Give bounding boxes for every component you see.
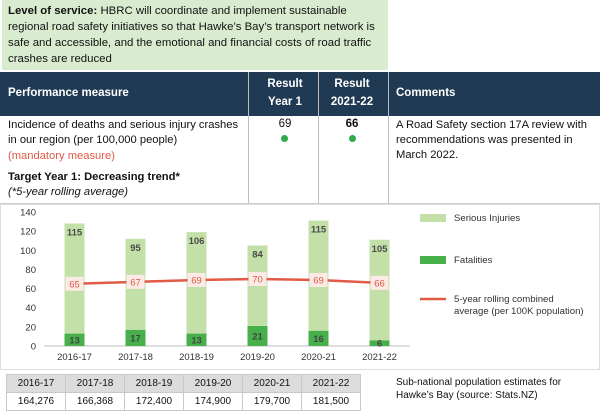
x-tick-label: 2021-22 xyxy=(362,352,397,363)
data-label-fatalities: 13 xyxy=(191,335,202,346)
header-performance-measure: Performance measure xyxy=(8,87,129,99)
population-value: 174,900 xyxy=(183,392,243,411)
data-label-serious-injuries: 115 xyxy=(311,225,327,236)
population-year-header: 2018-19 xyxy=(124,374,184,393)
data-label-serious-injuries: 105 xyxy=(372,244,389,255)
measure-cell: Incidence of deaths and serious injury c… xyxy=(8,118,246,200)
population-year-header: 2021-22 xyxy=(301,374,361,393)
data-label-fatalities: 21 xyxy=(252,331,263,342)
y-tick-label: 0 xyxy=(31,342,36,353)
bar-fatalities xyxy=(186,333,207,346)
y-tick-label: 140 xyxy=(20,208,36,219)
rolling-average-label-bg xyxy=(126,274,145,289)
header-comments: Comments xyxy=(396,87,456,99)
bar-fatalities xyxy=(369,340,390,346)
y-tick-label: 60 xyxy=(25,284,36,295)
population-year-header: 2016-17 xyxy=(6,374,66,393)
population-value: 179,700 xyxy=(242,392,302,411)
x-tick-label: 2017-18 xyxy=(118,352,153,363)
population-value: 164,276 xyxy=(6,392,66,411)
data-label-rolling-average: 65 xyxy=(69,279,80,290)
data-label-serious-injuries: 84 xyxy=(252,250,263,261)
result-year1-value: 69 xyxy=(278,118,292,130)
population-value: 181,500 xyxy=(301,392,361,411)
target-label: Target Year 1: Decreasing trend* xyxy=(8,171,180,183)
population-table: 2016-17 2017-18 2018-19 2019-20 2020-21 … xyxy=(6,374,361,411)
bar-serious-injuries xyxy=(369,239,390,341)
header-result2-line1: Result xyxy=(334,78,370,90)
column-divider xyxy=(318,72,319,203)
population-year-header: 2017-18 xyxy=(65,374,125,393)
x-tick-label: 2016-17 xyxy=(57,352,92,363)
legend-label-serious-injuries: Serious Injuries xyxy=(454,213,521,224)
table-row: 164,276 166,368 172,400 174,900 179,700 … xyxy=(6,392,361,411)
mandatory-measure-label: (mandatory measure) xyxy=(8,150,115,162)
bar-fatalities xyxy=(247,325,268,346)
data-label-rolling-average: 69 xyxy=(191,275,202,286)
rolling-average-label-bg xyxy=(65,276,84,291)
population-note: Sub-national population estimates for Ha… xyxy=(396,377,562,401)
header-result2-line2: 2021-22 xyxy=(330,96,374,108)
data-label-fatalities: 13 xyxy=(69,335,80,346)
rolling-average-label-bg xyxy=(187,272,206,287)
level-of-service-box: Level of service: HBRC will coordinate a… xyxy=(2,0,388,70)
measure-text: Incidence of deaths and serious injury c… xyxy=(8,119,239,146)
data-label-rolling-average: 67 xyxy=(130,277,141,288)
dsi-chart: 0 20 40 60 80 100 120 140 115 13 2016-17 95 17 2017-1… xyxy=(20,208,446,363)
data-label-fatalities: 16 xyxy=(313,334,324,345)
data-label-serious-injuries: 95 xyxy=(130,243,141,254)
population-value: 166,368 xyxy=(65,392,125,411)
legend-label-fatalities: Fatalities xyxy=(454,255,493,266)
y-tick-label: 100 xyxy=(20,246,36,257)
measure-row xyxy=(0,116,600,204)
status-dot-icon xyxy=(281,135,288,142)
x-tick-label: 2020-21 xyxy=(301,352,336,363)
population-year-header: 2019-20 xyxy=(183,374,243,393)
data-label-rolling-average: 69 xyxy=(313,275,324,286)
target-note: (*5-year rolling average) xyxy=(8,186,129,198)
comment-text: A Road Safety section 17A review with re… xyxy=(396,119,587,161)
legend-label-rolling-average: 5-year rolling combined average (per 100… xyxy=(454,294,584,317)
data-label-rolling-average: 66 xyxy=(374,278,385,289)
y-tick-label: 20 xyxy=(25,322,36,333)
rolling-average-label-bg xyxy=(248,272,267,286)
bar-fatalities xyxy=(64,333,85,346)
result-2021-22-value: 66 xyxy=(345,118,359,130)
bar-fatalities xyxy=(125,329,146,346)
legend-swatch-serious-injuries xyxy=(420,214,446,222)
data-label-serious-injuries: 106 xyxy=(189,236,205,247)
data-label-fatalities: 17 xyxy=(130,333,141,344)
y-tick-label: 40 xyxy=(25,303,36,314)
x-tick-label: 2018-19 xyxy=(179,352,214,363)
data-label-rolling-average: 70 xyxy=(252,275,263,286)
rolling-average-label-bg xyxy=(309,272,328,287)
column-divider xyxy=(248,72,249,203)
column-divider xyxy=(388,72,389,203)
y-tick-label: 80 xyxy=(25,265,36,276)
data-label-fatalities: 6 xyxy=(377,339,382,350)
y-tick-label: 120 xyxy=(20,227,36,238)
population-year-header: 2020-21 xyxy=(242,374,302,393)
rolling-average-label-bg xyxy=(370,275,389,290)
table-header: Performance measure Result Year 1 Result… xyxy=(0,72,600,116)
header-result1-line2: Year 1 xyxy=(268,96,302,108)
table-row: 2016-17 2017-18 2018-19 2019-20 2020-21 … xyxy=(6,374,361,393)
header-result1-line1: Result xyxy=(267,78,303,90)
data-label-serious-injuries: 115 xyxy=(67,227,83,238)
rolling-average-line xyxy=(74,277,380,286)
x-tick-label: 2019-20 xyxy=(240,352,275,363)
level-of-service-text: HBRC will coordinate and implement susta… xyxy=(8,5,375,65)
bar-fatalities xyxy=(308,330,329,346)
population-value: 172,400 xyxy=(124,392,184,411)
level-of-service-label: Level of service: xyxy=(8,5,98,17)
status-dot-icon xyxy=(349,135,356,142)
legend-swatch-fatalities xyxy=(420,256,446,264)
